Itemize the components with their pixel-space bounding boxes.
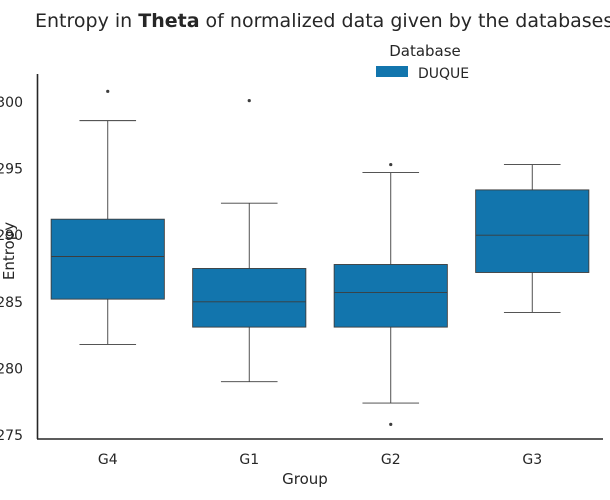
outlier-point xyxy=(247,99,251,103)
legend-title: Database xyxy=(389,42,461,60)
x-tick-label: G1 xyxy=(239,452,259,468)
title-suffix: of normalized data given by the database… xyxy=(200,10,610,32)
box-iqr xyxy=(475,189,590,273)
x-tick-label: G2 xyxy=(381,452,401,468)
y-tick-label: 295 xyxy=(0,162,23,178)
title-emphasis: Theta xyxy=(138,10,199,32)
box-g1 xyxy=(192,99,307,383)
x-tick-label: G4 xyxy=(98,452,118,468)
y-axis-label: Entropy xyxy=(0,222,18,280)
y-tick-label: 300 xyxy=(0,95,23,111)
y-tick-label: 280 xyxy=(0,361,23,377)
y-tick-label: 275 xyxy=(0,428,23,444)
box-iqr xyxy=(333,264,448,328)
chart-title: Entropy in Theta of normalized data give… xyxy=(35,10,610,32)
box-g3 xyxy=(475,164,590,313)
outlier-point xyxy=(389,162,393,167)
box-iqr xyxy=(192,268,307,328)
box-iqr xyxy=(50,218,165,300)
y-tick-label: 290 xyxy=(0,228,23,244)
outlier-point xyxy=(389,422,393,426)
boxes xyxy=(50,89,590,426)
box-g2 xyxy=(333,162,448,426)
y-tick-label: 285 xyxy=(0,295,23,311)
outlier-point xyxy=(106,89,110,93)
legend-entry-duque: DUQUE xyxy=(418,66,469,82)
box-g4 xyxy=(50,89,165,345)
x-tick-label: G3 xyxy=(522,452,542,468)
x-axis-label: Group xyxy=(282,470,328,488)
legend: Database DUQUE xyxy=(376,42,469,82)
x-tick-labels: G4 G1 G2 G3 xyxy=(98,452,542,468)
y-tick-labels: 275 280 285 290 295 300 xyxy=(0,95,23,444)
title-prefix: Entropy in xyxy=(35,10,138,32)
legend-swatch-duque xyxy=(376,66,408,77)
